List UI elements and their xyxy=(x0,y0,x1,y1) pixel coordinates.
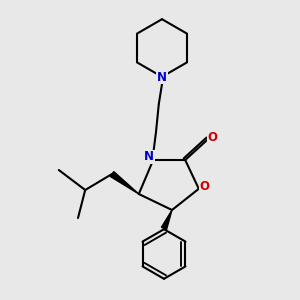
Text: N: N xyxy=(144,150,154,163)
Polygon shape xyxy=(161,210,172,230)
Text: N: N xyxy=(157,71,167,84)
Text: O: O xyxy=(200,180,210,193)
Text: O: O xyxy=(208,131,218,144)
Polygon shape xyxy=(110,172,139,194)
